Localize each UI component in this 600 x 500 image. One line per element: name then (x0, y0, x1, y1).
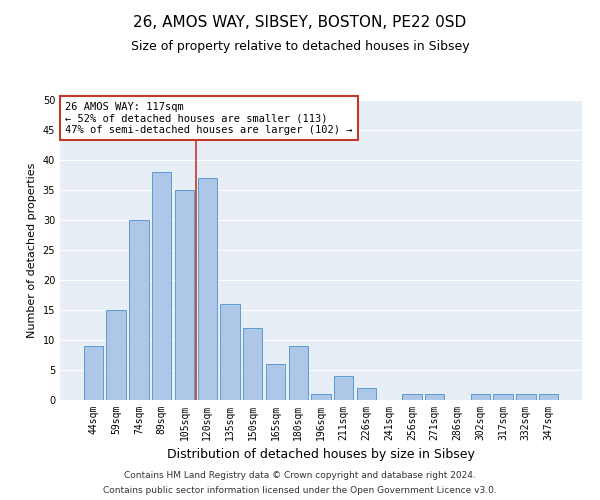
Bar (403, 394, 422, 400)
Bar (197, 178, 217, 400)
Text: 26 AMOS WAY: 117sqm
← 52% of detached houses are smaller (113)
47% of semi-detac: 26 AMOS WAY: 117sqm ← 52% of detached ho… (65, 102, 353, 134)
Y-axis label: Number of detached properties: Number of detached properties (27, 162, 37, 338)
Bar (220, 304, 239, 400)
Bar (243, 328, 262, 400)
Bar (129, 220, 149, 400)
Bar (152, 172, 172, 400)
Bar (175, 190, 194, 400)
Bar (470, 394, 490, 400)
Text: 26, AMOS WAY, SIBSEY, BOSTON, PE22 0SD: 26, AMOS WAY, SIBSEY, BOSTON, PE22 0SD (133, 15, 467, 30)
Text: Size of property relative to detached houses in Sibsey: Size of property relative to detached ho… (131, 40, 469, 53)
Bar (106, 310, 126, 400)
Bar (84, 346, 103, 400)
Bar (334, 376, 353, 400)
Bar (516, 394, 536, 400)
Bar (493, 394, 513, 400)
Text: Contains public sector information licensed under the Open Government Licence v3: Contains public sector information licen… (103, 486, 497, 495)
X-axis label: Distribution of detached houses by size in Sibsey: Distribution of detached houses by size … (167, 448, 475, 462)
Bar (266, 364, 285, 400)
Text: Contains HM Land Registry data © Crown copyright and database right 2024.: Contains HM Land Registry data © Crown c… (124, 471, 476, 480)
Bar (425, 394, 445, 400)
Bar (539, 394, 558, 400)
Bar (357, 388, 376, 400)
Bar (289, 346, 308, 400)
Bar (311, 394, 331, 400)
